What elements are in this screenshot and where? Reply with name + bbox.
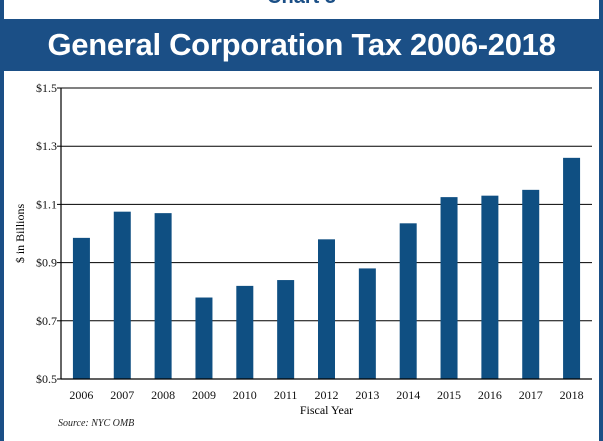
y-tick-label: $0.9 [36,256,57,270]
y-tick-label: $0.5 [36,372,57,386]
x-tick-label: 2007 [110,388,134,402]
bar-2015 [440,197,458,379]
x-axis-label: Fiscal Year [300,403,353,417]
bar-2012 [318,239,335,379]
x-tick-label: 2010 [233,388,257,402]
x-tick-label: 2008 [151,388,175,402]
bar-2016 [481,195,499,379]
y-tick-label: $1.1 [36,197,57,211]
y-tick-label: $1.5 [36,81,57,95]
x-tick-label: 2012 [315,388,339,402]
x-tick-label: 2016 [478,388,502,402]
bar-2007 [113,211,131,379]
source-note: Source: NYC OMB [58,418,135,429]
x-tick-label: 2014 [396,388,420,402]
y-tick-labels: $0.5 $0.7 $0.9 $1.1 $1.3 $1.5 [36,81,57,386]
bar-2008 [154,213,172,379]
bar-2014 [399,223,417,379]
x-tick-label: 2006 [69,388,93,402]
x-tick-label: 2017 [519,388,543,402]
bar-2017 [522,189,540,379]
y-tick-label: $1.3 [36,139,57,153]
bar-2011 [277,280,295,379]
x-tick-label: 2009 [192,388,216,402]
bar-2009 [195,297,213,379]
title-band [0,19,603,71]
bars [72,157,581,379]
y-tick-label: $0.7 [36,314,57,328]
x-tick-label: 2013 [355,388,379,402]
x-tick-label: 2018 [560,388,584,402]
x-tick-label: 2015 [437,388,461,402]
bar-2006 [72,237,90,379]
bar-2013 [358,268,376,379]
x-tick-label: 2011 [274,388,298,402]
chart-title: General Corporation Tax 2006-2018 [47,27,556,62]
x-tick-labels: 2006 2007 2008 2009 2010 2011 2012 2013 2014 2015… [69,388,583,402]
bar-2010 [236,285,254,379]
chart-number-label: Chart 3 [0,0,603,9]
y-axis-label: $ in Billions [13,203,27,263]
bar-2018 [563,157,581,379]
